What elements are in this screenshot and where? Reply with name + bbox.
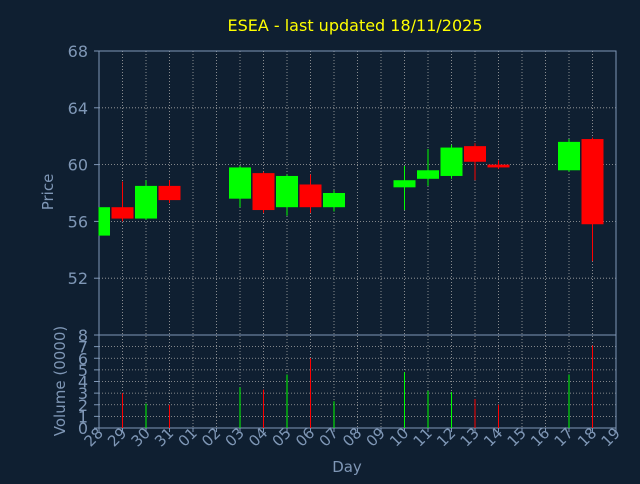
candle-body (464, 146, 486, 162)
candle-body (299, 184, 322, 208)
volume-tick-label: 3 (78, 384, 88, 403)
candle-body (487, 164, 510, 168)
volume-tick-label: 5 (78, 361, 88, 380)
day-axis-label: Day (332, 458, 362, 476)
volume-tick-label: 6 (78, 349, 88, 368)
candle-body (323, 193, 345, 208)
candle-body (276, 175, 298, 208)
candle-body (393, 180, 416, 188)
candle-body (581, 139, 604, 225)
chart-title: ESEA - last updated 18/11/2025 (227, 16, 482, 35)
candle-body (111, 207, 134, 219)
price-tick-label: 64 (68, 99, 88, 118)
price-tick-label: 56 (68, 212, 88, 231)
volume-tick-label: 7 (78, 338, 88, 357)
candle-body (417, 170, 439, 179)
volume-tick-label: 8 (78, 326, 88, 345)
volume-tick-label: 4 (78, 373, 88, 392)
price-tick-label: 68 (68, 42, 88, 61)
candle-body (99, 207, 110, 236)
price-axis-label: Price (39, 174, 57, 211)
price-tick-label: 60 (68, 156, 88, 175)
volume-tick-label: 1 (78, 407, 88, 426)
candle-body (440, 147, 463, 176)
candle-body (558, 141, 580, 171)
volume-tick-label: 2 (78, 396, 88, 415)
volume-tick-label: 0 (78, 419, 88, 438)
candle-body (229, 167, 251, 199)
candle-body (252, 173, 275, 211)
candle-body (158, 185, 181, 201)
candle-body (135, 185, 157, 219)
price-tick-label: 52 (68, 269, 88, 288)
volume-axis-label: Volume (0000) (51, 326, 69, 436)
